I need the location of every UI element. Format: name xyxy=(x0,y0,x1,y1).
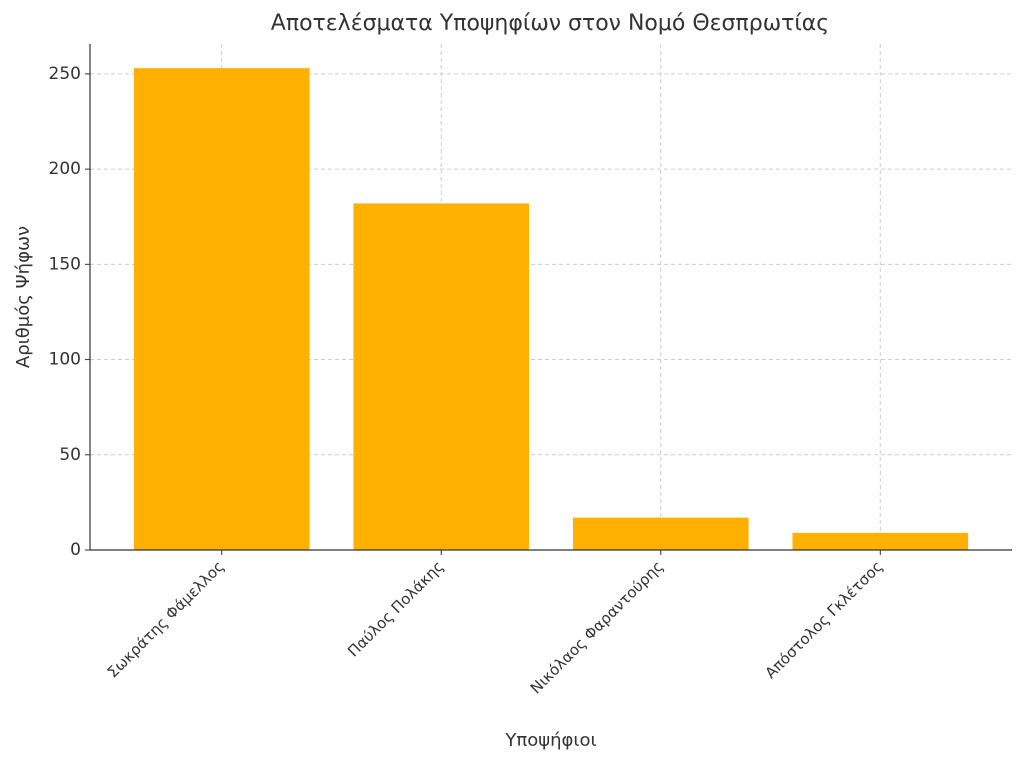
x-tick-label: Σωκράτης Φάμελλος xyxy=(104,557,228,681)
x-axis-label: Υποψήφιοι xyxy=(504,730,596,751)
bar xyxy=(353,203,530,551)
y-tick-label: 50 xyxy=(59,445,81,465)
y-tick-label: 150 xyxy=(49,254,81,274)
y-tick-label: 250 xyxy=(49,64,81,84)
bar xyxy=(572,517,749,550)
y-tick-label: 200 xyxy=(49,159,81,179)
chart-title: Αποτελέσματα Υποψηφίων στον Νομό Θεσπρωτ… xyxy=(271,11,829,36)
x-tick-label: Νικόλαος Φαραντούρης xyxy=(527,557,667,697)
bar xyxy=(792,532,969,550)
y-axis-label: Αριθμός Ψήφων xyxy=(13,226,34,368)
x-tick-label: Παύλος Πολάκης xyxy=(344,557,447,660)
y-tick-label: 0 xyxy=(70,540,81,560)
y-tick-label: 100 xyxy=(49,350,81,370)
x-tick-label: Απόστολος Γκλέτσος xyxy=(761,557,886,682)
bar xyxy=(133,68,310,551)
